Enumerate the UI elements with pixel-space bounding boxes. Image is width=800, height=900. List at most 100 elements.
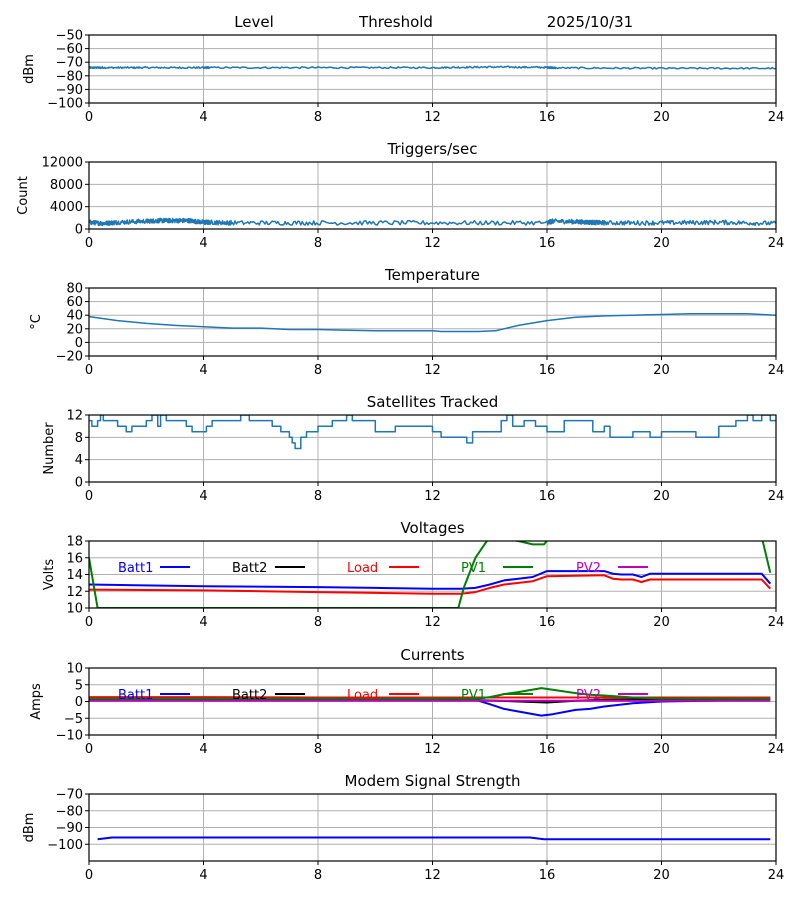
legend-label-pv1: PV1 xyxy=(461,561,486,576)
y-tick-label: −80 xyxy=(56,69,83,84)
series-group xyxy=(89,217,776,227)
chart-title: Temperature xyxy=(384,266,480,284)
legend-label-load: Load xyxy=(347,688,378,703)
y-tick-label: −5 xyxy=(64,712,83,727)
x-tick-label: 8 xyxy=(314,236,322,251)
x-tick-label: 20 xyxy=(653,363,670,378)
x-tick-label: 24 xyxy=(768,236,785,251)
y-tick-label: 80 xyxy=(66,282,83,297)
y-tick-label: −60 xyxy=(56,42,83,57)
y-tick-label: 0 xyxy=(75,336,83,351)
chart-title: Modem Signal Strength xyxy=(345,772,521,790)
x-tick-label: 12 xyxy=(424,615,441,630)
y-axis-label: Amps xyxy=(29,683,44,720)
x-tick-label: 20 xyxy=(653,742,670,757)
y-tick-label: −10 xyxy=(56,729,83,744)
series-line-pv1 xyxy=(89,687,771,700)
x-tick-label: 24 xyxy=(768,868,785,883)
y-axis-label: °C xyxy=(29,314,44,330)
chart-title: Satellites Tracked xyxy=(367,393,498,411)
y-tick-label: 5 xyxy=(75,678,83,693)
x-tick-label: 12 xyxy=(424,868,441,883)
y-tick-label: 16 xyxy=(66,551,83,566)
x-tick-label: 4 xyxy=(199,110,207,125)
x-tick-label: 4 xyxy=(199,363,207,378)
x-tick-label: 4 xyxy=(199,489,207,504)
y-tick-label: −70 xyxy=(56,788,83,803)
y-tick-label: −100 xyxy=(47,97,83,112)
series-group xyxy=(89,415,776,450)
y-axis-label: Volts xyxy=(42,559,57,591)
panel-triggers: 0 4 8 12 16 20 24 0 4000 8000 12000 Triggers/sec Cou… xyxy=(16,140,784,251)
series-group xyxy=(97,836,771,841)
x-tick-label: 24 xyxy=(768,363,785,378)
x-tick-label: 4 xyxy=(199,236,207,251)
series-line-pv1 xyxy=(89,541,772,608)
y-tick-label: 12000 xyxy=(42,156,83,171)
series-line-satellites xyxy=(89,415,776,450)
y-axis-label: dBm xyxy=(22,54,37,84)
y-tick-label: 8 xyxy=(75,431,83,446)
header-date: 2025/10/31 xyxy=(547,13,633,31)
x-tick-label: 0 xyxy=(85,489,93,504)
legend-label-batt1: Batt1 xyxy=(118,688,153,703)
y-tick-label: 40 xyxy=(66,309,83,324)
y-tick-label: −90 xyxy=(56,821,83,836)
x-tick-label: 0 xyxy=(85,363,93,378)
y-tick-label: 12 xyxy=(66,409,83,424)
x-tick-label: 20 xyxy=(653,868,670,883)
series-group xyxy=(89,541,772,608)
header-level-label: Level xyxy=(234,13,274,31)
x-tick-label: 0 xyxy=(85,236,93,251)
y-tick-label: −100 xyxy=(47,838,83,853)
x-tick-label: 16 xyxy=(539,236,556,251)
x-tick-label: 12 xyxy=(424,363,441,378)
x-tick-label: 24 xyxy=(768,489,785,504)
x-tick-label: 16 xyxy=(539,868,556,883)
x-tick-label: 16 xyxy=(539,615,556,630)
y-tick-label: 14 xyxy=(66,568,83,583)
series-group xyxy=(89,687,771,717)
x-tick-label: 16 xyxy=(539,489,556,504)
y-tick-label: −20 xyxy=(56,350,83,365)
x-tick-label: 0 xyxy=(85,110,93,125)
legend-label-batt2: Batt2 xyxy=(232,561,267,576)
y-tick-label: 0 xyxy=(75,476,83,491)
series-line-temperature xyxy=(89,313,776,333)
series-line-batt1 xyxy=(89,570,772,590)
y-tick-label: −70 xyxy=(56,56,83,71)
chart-title: Triggers/sec xyxy=(387,140,478,158)
panel-satellites: 0 4 8 12 16 20 24 0 4 8 12 Satellites Tracked Number xyxy=(42,393,784,504)
y-tick-label: 4000 xyxy=(50,200,83,215)
series-line-triggers xyxy=(89,217,776,227)
x-tick-label: 24 xyxy=(768,615,785,630)
y-tick-label: 0 xyxy=(75,223,83,238)
y-tick-label: 4 xyxy=(75,453,83,468)
x-tick-label: 4 xyxy=(199,615,207,630)
panel-level: 0 4 8 12 16 20 24 −50−60−70−80−90−100 dBm xyxy=(22,29,784,126)
chart-title: Voltages xyxy=(400,519,464,537)
x-tick-label: 12 xyxy=(424,489,441,504)
x-tick-label: 4 xyxy=(199,742,207,757)
x-tick-label: 8 xyxy=(314,868,322,883)
x-tick-label: 20 xyxy=(653,615,670,630)
x-tick-label: 8 xyxy=(314,363,322,378)
legend-label-load: Load xyxy=(347,561,378,576)
y-tick-label: 60 xyxy=(66,295,83,310)
y-axis-label: Number xyxy=(42,422,57,475)
chart-title: Currents xyxy=(400,646,464,664)
y-tick-label: 0 xyxy=(75,695,83,710)
y-tick-label: 18 xyxy=(66,535,83,550)
y-tick-label: 10 xyxy=(66,662,83,677)
x-tick-label: 16 xyxy=(539,742,556,757)
x-tick-label: 8 xyxy=(314,742,322,757)
y-axis-label: Count xyxy=(16,176,31,215)
x-tick-label: 20 xyxy=(653,489,670,504)
x-tick-label: 8 xyxy=(314,615,322,630)
y-tick-label: 12 xyxy=(66,585,83,600)
panel-modem: 0 4 8 12 16 20 24 −70−80 −90 −100 Modem Signal Str… xyxy=(22,772,784,883)
